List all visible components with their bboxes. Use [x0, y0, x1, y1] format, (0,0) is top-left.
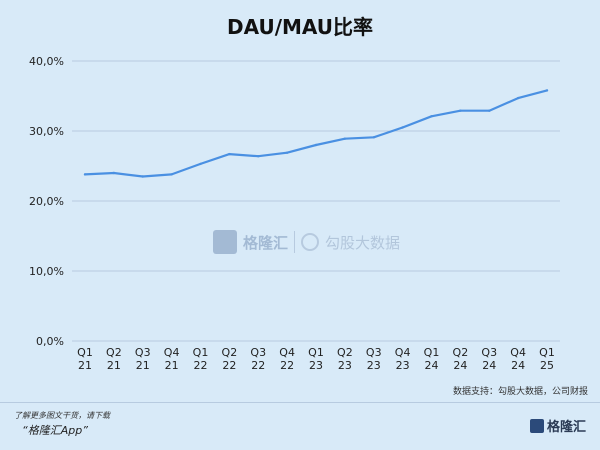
x-tick-label-year: 21 — [165, 359, 179, 372]
x-tick-label-year: 23 — [309, 359, 323, 372]
x-tick-label-quarter: Q4 — [164, 346, 180, 359]
watermark: 格隆汇 勾股大数据 — [213, 230, 400, 254]
x-tick-label-quarter: Q4 — [395, 346, 411, 359]
data-point — [516, 96, 520, 100]
footer-app-name: “格隆汇App” — [22, 424, 88, 437]
data-point — [170, 173, 173, 176]
footer-logo-text: 格隆汇 — [546, 420, 586, 435]
x-tick-label-quarter: Q3 — [481, 346, 497, 359]
data-point — [459, 109, 462, 112]
watermark-divider — [294, 231, 296, 253]
x-tick-label-year: 21 — [136, 359, 150, 372]
source-note: 数据支持：勾股大数据，公司财报 — [452, 387, 588, 397]
x-tick-label-year: 24 — [453, 359, 467, 372]
x-tick-label-year: 22 — [280, 359, 294, 372]
x-tick-label-year: 22 — [194, 359, 208, 372]
data-point — [372, 136, 375, 139]
x-tick-label-quarter: Q1 — [424, 346, 440, 359]
x-tick-label-quarter: Q1 — [308, 346, 324, 359]
x-tick-label-year: 21 — [107, 359, 121, 372]
watermark-logo-icon — [213, 230, 237, 254]
x-tick-label-quarter: Q3 — [135, 346, 151, 359]
x-tick-label-year: 24 — [511, 359, 525, 372]
y-tick-label: 0,0% — [36, 335, 64, 348]
watermark-brand-2: 勾股大数据 — [325, 233, 401, 252]
x-tick-label-quarter: Q2 — [453, 346, 469, 359]
y-tick-label: 30,0% — [29, 125, 64, 138]
data-point — [314, 143, 318, 147]
x-tick-label-year: 25 — [540, 359, 554, 372]
x-tick-label-year: 21 — [78, 359, 92, 372]
x-tick-label-quarter: Q1 — [193, 346, 209, 359]
footer-logo: 格隆汇 — [529, 416, 586, 435]
data-point — [228, 152, 231, 156]
data-point — [83, 173, 87, 176]
footer-divider — [0, 402, 600, 403]
footer-caption: 了解更多图文干货，请下载 — [14, 411, 110, 420]
data-point — [545, 89, 549, 92]
data-point — [285, 151, 289, 154]
x-tick-label-quarter: Q2 — [106, 346, 122, 359]
y-tick-label: 10,0% — [29, 265, 64, 278]
x-tick-label-quarter: Q2 — [337, 346, 353, 359]
x-tick-label-quarter: Q2 — [222, 346, 238, 359]
x-tick-label-year: 24 — [425, 359, 439, 372]
x-tick-label-quarter: Q4 — [510, 346, 526, 359]
x-tick-label-year: 22 — [251, 359, 265, 372]
x-tick-label-quarter: Q1 — [77, 346, 93, 359]
x-tick-label-quarter: Q4 — [279, 346, 295, 359]
data-point — [257, 155, 260, 158]
x-tick-label-year: 23 — [396, 359, 410, 372]
y-tick-label: 20,0% — [29, 195, 64, 208]
x-tick-label-quarter: Q1 — [539, 346, 555, 359]
series-line — [83, 89, 549, 178]
data-point — [343, 137, 347, 140]
watermark-globe-icon — [301, 233, 320, 251]
y-tick-label: 40,0% — [29, 55, 64, 68]
x-tick-label-quarter: Q3 — [250, 346, 266, 359]
x-tick-label-year: 22 — [222, 359, 236, 372]
x-tick-label-quarter: Q3 — [366, 346, 382, 359]
footer-logo-icon — [529, 418, 544, 433]
data-point — [199, 162, 202, 166]
data-point — [430, 115, 433, 118]
data-point — [141, 175, 144, 178]
data-point — [401, 126, 404, 129]
x-tick-label-year: 24 — [482, 359, 496, 372]
data-point — [488, 109, 491, 112]
x-tick-label-year: 23 — [338, 359, 352, 372]
data-point — [112, 171, 116, 175]
watermark-brand-1: 格隆汇 — [243, 233, 289, 252]
chart-title: DAU/MAU比率 — [226, 15, 373, 39]
x-tick-label-year: 23 — [367, 359, 381, 372]
